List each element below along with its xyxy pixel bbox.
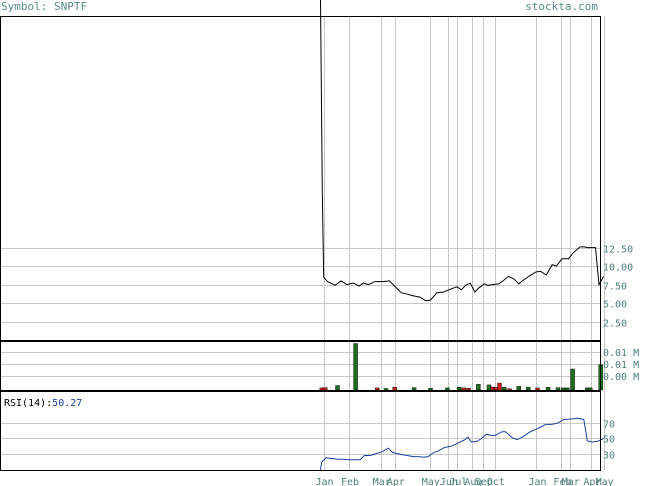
volume-bar [392,387,397,391]
price-series [320,0,605,302]
month-tick-label: Aug [464,477,482,486]
volume-bar [555,387,561,391]
volume-bar [535,387,540,391]
price-panel-frame [0,16,601,341]
volume-bar [461,387,466,391]
month-tick-label: Feb [341,477,359,486]
month-tick-label: Sep [475,477,493,486]
volume-bar [383,388,389,391]
rsi-label-text: RSI(14): [4,398,52,409]
volume-bar [502,387,507,391]
month-tick-label: Jul [449,477,467,486]
volume-bar [456,387,462,391]
volume-tick-label: 0.01 M [603,348,639,359]
month-tick-label: Jun [440,477,458,486]
rsi-label: RSI(14):50.27 [4,398,82,409]
rsi-tick-label: 70 [603,420,615,431]
month-tick-label: Jan [528,477,546,486]
volume-bar [353,343,358,391]
volume-bars [319,343,603,391]
volume-bar [428,388,433,391]
chart-frames [0,16,601,471]
month-tick-label: Feb [553,477,571,486]
price-tick-label: 5.00 [603,300,627,311]
volume-bar [570,368,575,391]
grid-layer [0,16,605,470]
month-tick-label: Mar [373,477,391,486]
rsi-tick-label: 50 [603,435,615,446]
month-tick-label: Oct [487,477,505,486]
price-line [320,0,605,302]
volume-bar [411,387,417,391]
rsi-panel-frame [0,391,601,471]
volume-bar [561,387,566,391]
month-tick-label: Mar [562,477,580,486]
volume-panel-frame [0,341,601,391]
site-name[interactable]: stockta.com [525,0,598,13]
month-tick-label: May [596,477,614,486]
price-tick-label: 10.00 [603,263,633,274]
month-tick-label: Apr [583,477,601,486]
rsi-tick-label: 30 [603,451,615,462]
symbol-label: Symbol: SNPTF [1,0,87,13]
price-tick-label: 7.50 [603,282,627,293]
volume-bar [526,387,531,391]
volume-bar [516,386,521,391]
volume-tick-label: 0.01 M [603,360,639,371]
volume-bar [335,385,340,391]
volume-bar [588,387,593,391]
volume-bar [565,387,570,391]
rsi-series [320,417,604,471]
volume-bar [507,388,512,391]
rsi-line [320,417,604,471]
volume-bar [545,387,551,391]
month-tick-label: Jan [316,477,334,486]
volume-bar [476,384,481,391]
price-tick-label: 2.50 [603,319,627,330]
price-tick-label: 12.50 [603,245,633,256]
month-tick-label: Apr [387,477,405,486]
volume-tick-label: 0.00 M [603,372,639,383]
volume-bar [375,387,380,391]
month-tick-label: May [422,477,440,486]
volume-bar [497,382,502,391]
volume-bar [466,388,471,391]
volume-bar [445,387,450,391]
volume-bar [323,387,328,391]
rsi-value: 50.27 [52,398,82,409]
